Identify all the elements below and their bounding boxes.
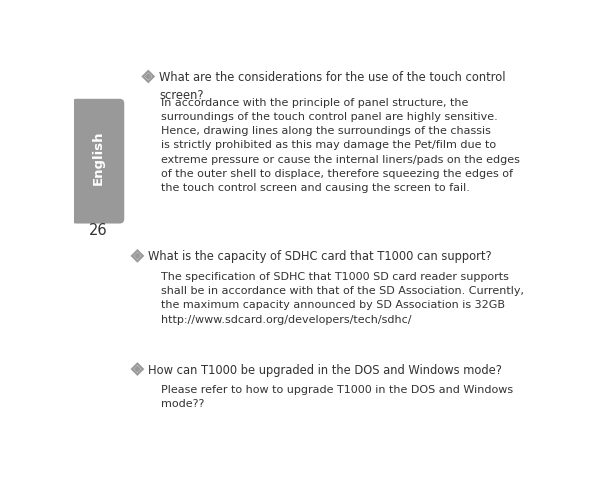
- Text: What is the capacity of SDHC card that T1000 can support?: What is the capacity of SDHC card that T…: [148, 250, 492, 263]
- Text: The specification of SDHC that T1000 SD card reader supports
shall be in accorda: The specification of SDHC that T1000 SD …: [161, 272, 524, 324]
- Text: Please refer to how to upgrade T1000 in the DOS and Windows
mode??: Please refer to how to upgrade T1000 in …: [161, 385, 514, 409]
- Text: In accordance with the principle of panel structure, the
surroundings of the tou: In accordance with the principle of pane…: [161, 98, 520, 193]
- Text: 26: 26: [89, 223, 107, 238]
- Polygon shape: [145, 74, 151, 79]
- Text: What are the considerations for the use of the touch control
screen?: What are the considerations for the use …: [159, 71, 506, 102]
- FancyBboxPatch shape: [72, 99, 124, 224]
- Polygon shape: [135, 366, 140, 372]
- Text: How can T1000 be upgraded in the DOS and Windows mode?: How can T1000 be upgraded in the DOS and…: [148, 364, 502, 376]
- Polygon shape: [135, 253, 140, 259]
- Text: English: English: [92, 131, 105, 186]
